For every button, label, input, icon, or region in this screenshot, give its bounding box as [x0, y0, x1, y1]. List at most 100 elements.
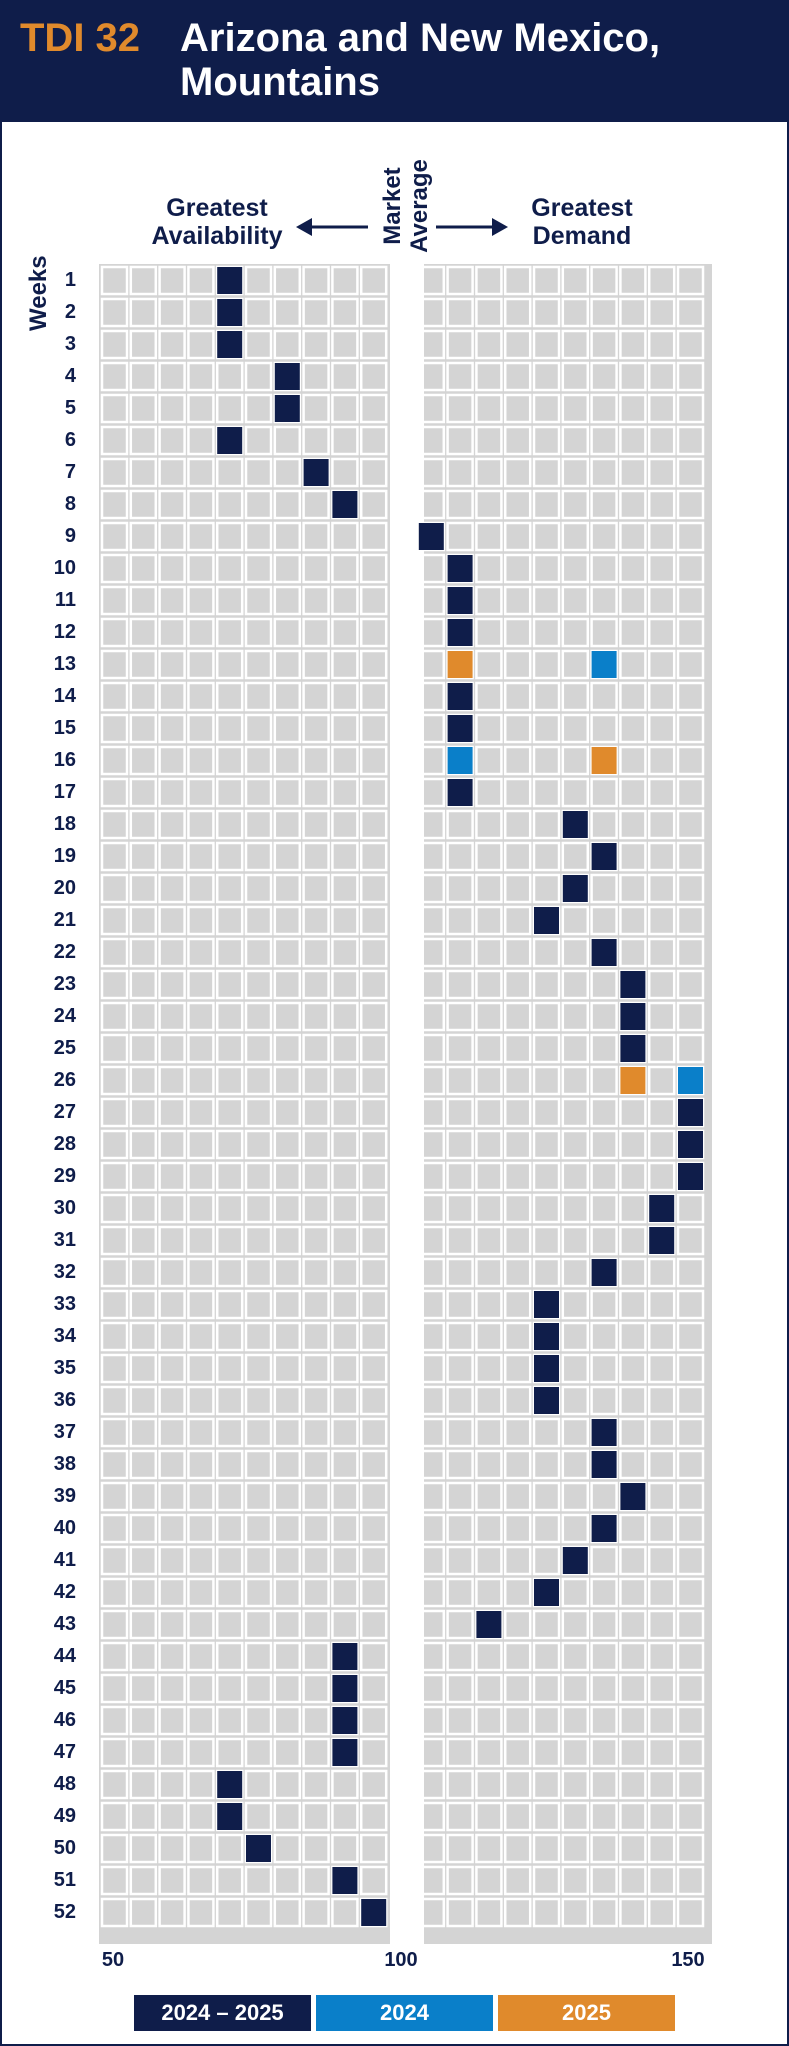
grid-cell — [676, 1449, 705, 1480]
grid-cell — [215, 969, 244, 1000]
grid-cell — [561, 1161, 590, 1192]
grid-cell — [590, 1065, 618, 1096]
grid-cell — [187, 553, 215, 584]
grid-cell — [532, 1545, 561, 1576]
grid-cell — [244, 1545, 273, 1576]
grid-cell — [187, 1353, 215, 1384]
grid-cell — [647, 1801, 676, 1832]
grid-cell — [302, 905, 330, 936]
grid-cell — [647, 649, 676, 680]
grid-cell — [676, 1545, 705, 1576]
grid-cell — [331, 681, 359, 712]
grid-cell — [187, 1257, 215, 1288]
grid-cell — [100, 649, 129, 680]
grid-cell — [590, 1481, 618, 1512]
grid-cell — [158, 1385, 186, 1416]
grid-cell — [359, 649, 388, 680]
grid-cell — [100, 1897, 129, 1928]
grid-cell — [475, 1673, 503, 1704]
grid-cell — [561, 649, 590, 680]
grid-cell — [331, 1833, 359, 1864]
grid-cell — [532, 1257, 561, 1288]
grid-cell — [302, 1769, 330, 1800]
grid-cell — [331, 1225, 359, 1256]
week-label-14: 14 — [53, 685, 76, 707]
left-arrow-icon — [296, 218, 368, 236]
grid-cell — [619, 1449, 647, 1480]
grid-cell — [532, 393, 561, 424]
grid-cell — [129, 1321, 158, 1352]
x-tick-150: 150 — [671, 1949, 705, 1971]
grid-cell — [590, 489, 618, 520]
grid-cell — [244, 1257, 273, 1288]
grid-cell — [619, 1705, 647, 1736]
grid-cell — [619, 681, 647, 712]
grid-cell — [359, 1321, 388, 1352]
grid-cell — [100, 265, 129, 296]
grid-cell — [331, 969, 359, 1000]
grid-cell — [561, 1449, 590, 1480]
grid-cell — [158, 969, 186, 1000]
grid-cell — [215, 777, 244, 808]
grid-cell — [676, 393, 705, 424]
grid-cell — [302, 265, 330, 296]
grid-cell — [647, 585, 676, 616]
grid-cell — [187, 1449, 215, 1480]
grid-cell — [676, 873, 705, 904]
grid-cell — [446, 1321, 474, 1352]
grid-cell — [359, 617, 388, 648]
grid-cell — [244, 1097, 273, 1128]
grid-cell — [503, 265, 532, 296]
mark-week-6-2024-2025 — [217, 427, 243, 454]
grid-cell — [475, 1097, 503, 1128]
grid-cell — [302, 1257, 330, 1288]
grid-cell — [158, 905, 186, 936]
grid-cell — [331, 297, 359, 328]
grid-cell — [676, 1897, 705, 1928]
title-line-2: Mountains — [180, 60, 380, 104]
grid-cell — [676, 521, 705, 552]
grid-cell — [532, 1897, 561, 1928]
grid-cell — [503, 1577, 532, 1608]
grid-cell — [244, 329, 273, 360]
grid-cell — [331, 905, 359, 936]
grid-cell — [100, 1161, 129, 1192]
grid-cell — [129, 777, 158, 808]
grid-cell — [273, 745, 302, 776]
grid-cell — [187, 425, 215, 456]
grid-cell — [302, 1609, 330, 1640]
grid-cell — [359, 777, 388, 808]
grid-cell — [302, 937, 330, 968]
grid-cell — [100, 553, 129, 584]
grid-cell — [359, 1161, 388, 1192]
grid-cell — [273, 777, 302, 808]
grid-cell — [676, 1609, 705, 1640]
grid-cell — [359, 521, 388, 552]
grid-cell — [158, 265, 186, 296]
mark-week-2-2024-2025 — [217, 299, 243, 326]
grid-cell — [100, 1673, 129, 1704]
grid-cell — [647, 1065, 676, 1096]
grid-cell — [676, 297, 705, 328]
grid-cell — [676, 937, 705, 968]
grid-cell — [503, 1129, 532, 1160]
grid-cell — [100, 1865, 129, 1896]
grid-cell — [676, 745, 705, 776]
grid-cell — [561, 361, 590, 392]
week-label-24: 24 — [53, 1005, 76, 1027]
grid-cell — [475, 457, 503, 488]
grid-cell — [475, 873, 503, 904]
grid-cell — [359, 841, 388, 872]
grid-cell — [475, 585, 503, 616]
grid-cell — [676, 809, 705, 840]
grid-cell — [215, 1705, 244, 1736]
right-arrow-icon — [436, 218, 508, 236]
grid-cell — [446, 1289, 474, 1320]
grid-cell — [100, 809, 129, 840]
grid-cell — [475, 1705, 503, 1736]
grid-cell — [158, 489, 186, 520]
grid-cell — [503, 1225, 532, 1256]
grid-cell — [619, 1513, 647, 1544]
grid-cell — [475, 1321, 503, 1352]
grid-cell — [187, 1225, 215, 1256]
